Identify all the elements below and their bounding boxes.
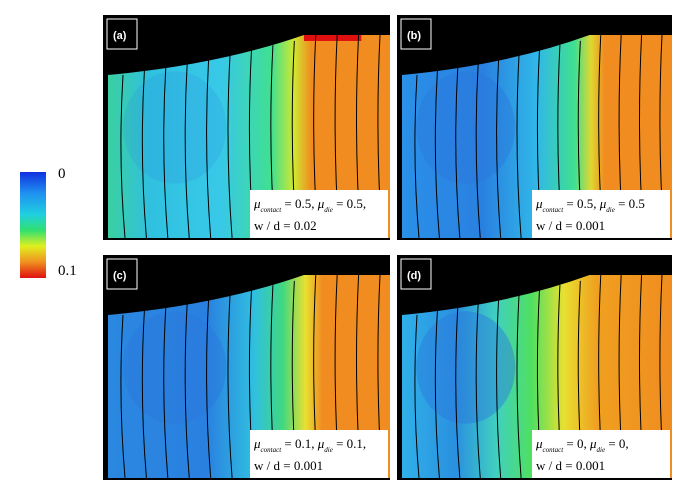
caption-text: μ <box>535 436 543 451</box>
grid-line <box>496 57 502 239</box>
caption-text: μ <box>599 196 607 211</box>
caption-text: μ <box>253 196 261 211</box>
grid-line <box>434 310 440 479</box>
grid-line <box>120 314 126 479</box>
panel-label: (a) <box>113 30 127 42</box>
caption-text: μ <box>317 196 325 211</box>
panel-label-box <box>400 258 432 290</box>
grid-line <box>120 74 126 239</box>
caption-text: μ <box>253 436 261 451</box>
caption-subscript: contact <box>261 446 283 454</box>
colorbar-min-label: 0 <box>58 166 66 182</box>
grid-line <box>163 306 169 479</box>
contour-hotspot <box>303 35 362 41</box>
grid-line <box>434 70 440 239</box>
grid-line <box>496 297 502 479</box>
panel-label-box <box>106 258 138 290</box>
caption-text: = 0.5, <box>563 196 600 211</box>
panel: (d)μcontact = 0, μdie = 0,w / d = 0.001 <box>397 255 672 480</box>
panel-label: (b) <box>407 30 421 42</box>
caption-text: = 0, <box>563 436 590 451</box>
grid-line <box>141 70 147 239</box>
caption-text: μ <box>589 436 597 451</box>
caption-text: = 0.1, <box>333 436 366 451</box>
grid-line <box>414 74 420 239</box>
caption-line: w / d = 0.02 <box>254 218 317 233</box>
caption-line: w / d = 0.001 <box>254 458 323 473</box>
caption-subscript: die <box>324 206 333 214</box>
panel-label-box <box>106 18 138 50</box>
grid-line <box>184 302 190 479</box>
panel: (c)μcontact = 0.1, μdie = 0.1,w / d = 0.… <box>103 255 390 480</box>
panel: (a)μcontact = 0.5, μdie = 0.5,w / d = 0.… <box>103 15 390 240</box>
caption-subscript: die <box>324 446 333 454</box>
grid-line <box>455 306 461 479</box>
grid-line <box>206 57 212 239</box>
caption-line: μcontact = 0.5, μdie = 0.5, <box>253 196 366 214</box>
caption-text: μ <box>317 436 325 451</box>
caption-subscript: die <box>606 206 615 214</box>
grid-line <box>227 53 233 239</box>
caption-text: = 0.5 <box>615 196 645 211</box>
caption-subscript: contact <box>261 206 283 214</box>
caption-text: = 0, <box>605 436 629 451</box>
grid-line <box>163 66 169 239</box>
contour-blob <box>416 311 516 424</box>
caption-text: μ <box>535 196 543 211</box>
caption-line: w / d = 0.001 <box>536 218 605 233</box>
grid-line <box>455 66 461 239</box>
colorbar-max-label: 0.1 <box>58 263 77 279</box>
contour-blob <box>123 71 227 184</box>
panel-label: (c) <box>113 270 127 282</box>
caption-subscript: contact <box>543 206 565 214</box>
panel-label-box <box>400 18 432 50</box>
caption-text: = 0.1, <box>281 436 318 451</box>
colorbar <box>20 172 46 278</box>
panel: (b)μcontact = 0.5, μdie = 0.5w / d = 0.0… <box>397 15 672 240</box>
caption-subscript: contact <box>543 446 565 454</box>
grid-line <box>227 293 233 479</box>
grid-line <box>475 62 481 239</box>
grid-line <box>184 62 190 239</box>
caption-subscript: die <box>597 446 606 454</box>
grid-line <box>516 293 522 479</box>
grid-line <box>516 53 522 239</box>
caption-line: μcontact = 0, μdie = 0, <box>535 436 629 454</box>
panel-label: (d) <box>407 270 421 282</box>
grid-line <box>414 314 420 479</box>
caption-box <box>250 430 388 478</box>
caption-box <box>532 190 670 238</box>
caption-line: μcontact = 0.1, μdie = 0.1, <box>253 436 366 454</box>
grid-line <box>206 297 212 479</box>
caption-text: = 0.5, <box>333 196 366 211</box>
caption-line: w / d = 0.001 <box>536 458 605 473</box>
contour-blob <box>416 71 516 184</box>
grid-line <box>141 310 147 479</box>
caption-text: = 0.5, <box>281 196 318 211</box>
grid-line <box>475 302 481 479</box>
caption-box <box>250 190 388 238</box>
caption-box <box>532 430 670 478</box>
contour-blob <box>123 311 227 424</box>
caption-line: μcontact = 0.5, μdie = 0.5 <box>535 196 645 214</box>
